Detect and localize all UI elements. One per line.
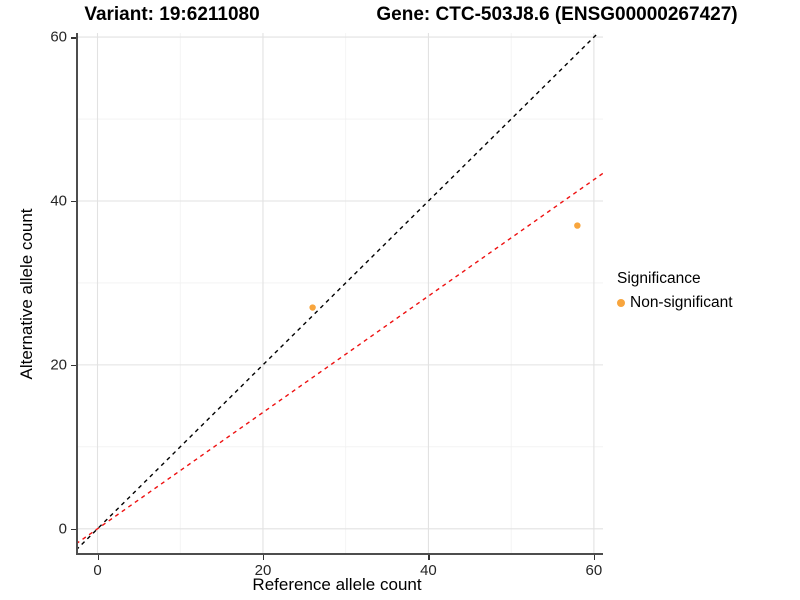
legend-point-icon: [617, 299, 625, 307]
variant-title: Variant: 19:6211080: [84, 4, 260, 25]
plot-panel: [76, 33, 603, 555]
y-tick-label: 60: [50, 28, 67, 46]
y-tick-label: 0: [58, 520, 67, 538]
legend-title: Significance: [617, 270, 701, 287]
x-tick-mark: [262, 555, 265, 560]
x-tick-label: 20: [254, 562, 272, 579]
x-tick-label: 0: [93, 562, 102, 579]
x-axis-title: Reference allele count: [252, 575, 422, 594]
y-tick-mark: [71, 364, 76, 367]
legend: Significance Non-significant: [617, 270, 733, 312]
panel-background: [76, 33, 603, 555]
fit-line: [76, 172, 603, 545]
gene-title: Gene: CTC-503J8.6 (ENSG00000267427): [376, 4, 738, 25]
legend-item-label: Non-significant: [630, 294, 733, 311]
identity-line: [76, 33, 600, 551]
data-point: [574, 222, 581, 229]
y-tick-mark: [71, 200, 76, 203]
y-tick-label: 40: [50, 192, 67, 210]
x-tick-label: 40: [420, 562, 437, 579]
legend-items: Non-significant: [617, 294, 733, 312]
y-tick-label: 20: [50, 356, 67, 374]
x-tick-mark: [97, 555, 99, 560]
legend-item: Non-significant: [617, 294, 733, 312]
x-tick-mark: [593, 555, 596, 560]
y-tick-mark: [71, 37, 76, 39]
y-axis-title: Alternative allele count: [17, 208, 36, 380]
y-tick-mark: [71, 528, 76, 531]
data-point: [309, 304, 316, 311]
x-tick-mark: [428, 555, 430, 560]
x-tick-label: 60: [585, 562, 603, 579]
